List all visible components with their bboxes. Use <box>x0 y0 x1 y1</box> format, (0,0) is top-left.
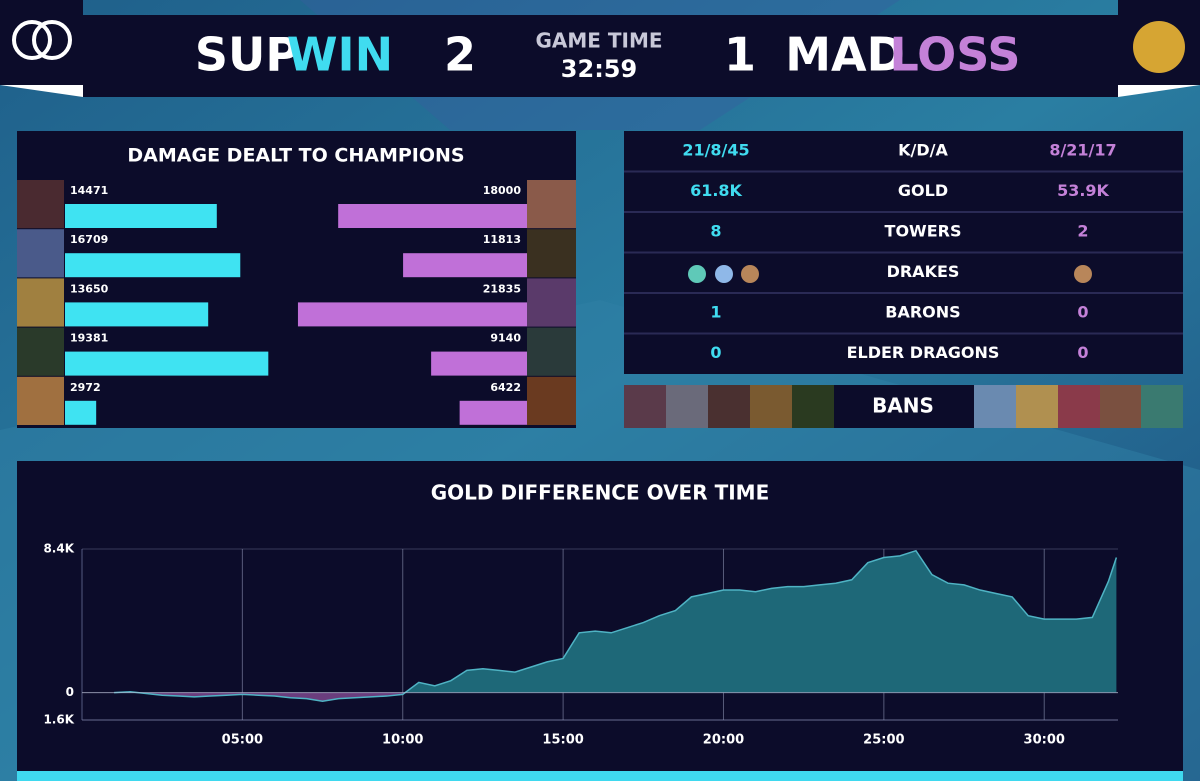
champion-portrait <box>17 376 64 425</box>
champion-portrait <box>17 229 64 278</box>
damage-label: 13650 <box>70 282 109 295</box>
ban-portrait <box>1016 385 1058 428</box>
damage-title: DAMAGE DEALT TO CHAMPIONS <box>127 145 464 167</box>
stat-sup: 8 <box>710 222 721 241</box>
gold-title: GOLD DIFFERENCE OVER TIME <box>431 481 769 505</box>
gold-area-positive <box>114 550 1117 693</box>
team1-result: WIN <box>287 28 393 82</box>
team1-logo <box>32 20 72 60</box>
damage-bar <box>403 253 527 278</box>
damage-label: 21835 <box>483 282 521 295</box>
damage-label: 2972 <box>70 381 101 394</box>
stat-label: GOLD <box>898 181 948 200</box>
stat-mad: 53.9K <box>1057 181 1109 200</box>
stat-sup: 0 <box>710 343 721 362</box>
team1-logo <box>12 20 52 60</box>
champion-portrait <box>527 229 576 278</box>
champion-portrait <box>17 327 64 376</box>
ban-portrait <box>624 385 666 428</box>
ban-portrait <box>708 385 750 428</box>
team2-logo <box>1133 21 1185 73</box>
champion-portrait <box>527 376 576 425</box>
stat-mad: 8/21/17 <box>1049 141 1116 160</box>
gold-line <box>114 549 1118 702</box>
x-tick-label: 30:00 <box>1024 733 1065 748</box>
team1-name: SUP <box>195 28 299 82</box>
ban-portrait <box>792 385 834 428</box>
team2-result: LOSS <box>890 28 1021 82</box>
damage-label: 16709 <box>70 233 108 246</box>
x-tick-label: 05:00 <box>222 733 263 748</box>
x-tick-label: 20:00 <box>703 733 744 748</box>
stat-sup: 1 <box>710 303 721 322</box>
bans-label: BANS <box>872 394 934 418</box>
champion-portrait <box>527 180 576 229</box>
game-time: 32:59 <box>561 55 637 83</box>
team2-name: MAD <box>785 28 905 82</box>
logo-accent <box>0 85 83 97</box>
champion-portrait <box>527 327 576 376</box>
damage-bar <box>459 400 527 425</box>
x-tick-label: 15:00 <box>542 733 583 748</box>
header-bar <box>83 15 1118 97</box>
game-time-label: GAME TIME <box>535 29 662 53</box>
drake-icon <box>741 265 759 283</box>
drake-icon <box>688 265 706 283</box>
gold-area-negative <box>138 692 406 702</box>
x-tick-label: 10:00 <box>382 733 423 748</box>
stat-mad: 0 <box>1077 343 1088 362</box>
stat-mad: 2 <box>1077 222 1088 241</box>
stat-mad: 0 <box>1077 303 1088 322</box>
stat-label: BARONS <box>885 303 960 322</box>
damage-bar <box>65 302 209 327</box>
champion-portrait <box>17 180 64 229</box>
damage-bar <box>65 253 241 278</box>
damage-bar <box>431 351 527 376</box>
damage-bar <box>338 204 527 228</box>
drake-icon <box>715 265 733 283</box>
team2-score: 1 <box>724 28 756 82</box>
damage-bar <box>65 351 269 376</box>
champion-portrait <box>527 278 576 327</box>
y-tick-label: 8.4K <box>43 542 74 556</box>
damage-bar <box>65 204 217 228</box>
damage-bar <box>65 400 97 425</box>
ban-portrait <box>1141 385 1183 428</box>
drake-icon <box>1074 265 1092 283</box>
damage-label: 11813 <box>483 233 521 246</box>
champion-portrait <box>17 278 64 327</box>
stat-sup: 61.8K <box>690 181 742 200</box>
stat-label: TOWERS <box>885 222 962 241</box>
stat-sup: 21/8/45 <box>682 141 749 160</box>
x-tick-label: 25:00 <box>863 733 904 748</box>
ban-portrait <box>666 385 708 428</box>
logo-accent <box>1118 85 1200 97</box>
ban-portrait <box>974 385 1016 428</box>
bottom-accent <box>17 771 1183 781</box>
damage-label: 19381 <box>70 332 108 345</box>
ban-portrait <box>750 385 792 428</box>
damage-bar <box>297 302 527 327</box>
damage-label: 6422 <box>490 381 521 394</box>
ban-portrait <box>1100 385 1141 428</box>
damage-label: 9140 <box>490 332 521 345</box>
damage-label: 14471 <box>70 184 108 197</box>
team1-score: 2 <box>444 28 476 82</box>
damage-panel <box>17 131 576 428</box>
ban-portrait <box>1058 385 1100 428</box>
stat-label: K/D/A <box>898 141 948 160</box>
ban-portraits <box>624 385 1183 428</box>
stat-label: ELDER DRAGONS <box>847 343 1000 362</box>
stat-label: DRAKES <box>887 262 960 281</box>
y-tick-label: 0 <box>66 685 74 699</box>
y-tick-label: 1.6K <box>43 713 74 727</box>
damage-label: 18000 <box>483 184 522 197</box>
